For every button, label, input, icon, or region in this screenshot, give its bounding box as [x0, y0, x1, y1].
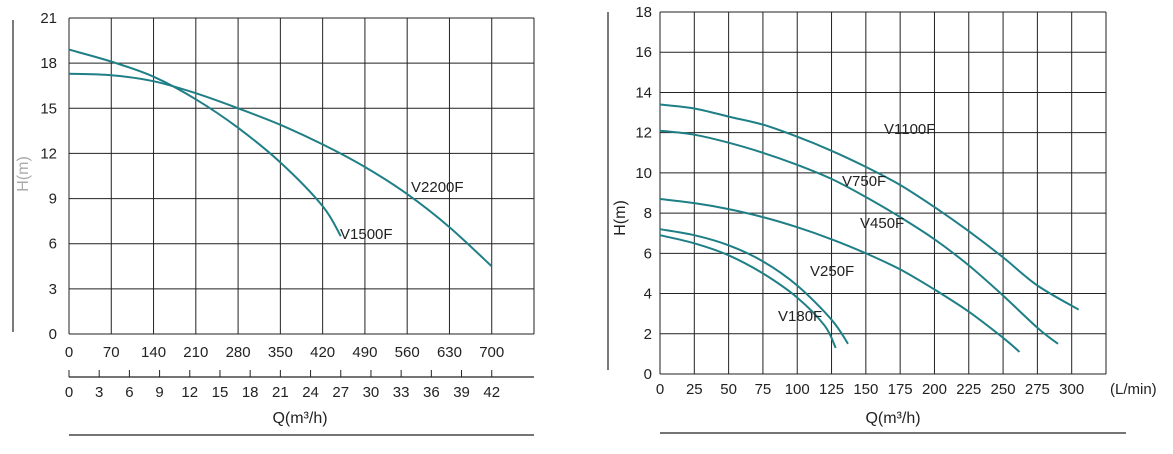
- right-y-tick-label: 2: [644, 326, 652, 343]
- curve-V250F: [659, 228, 849, 345]
- right-x-tick-label: 300: [1059, 381, 1084, 398]
- label-V450F: V450F: [860, 215, 904, 232]
- right-x-tick-label: 225: [956, 381, 981, 398]
- left-x-tick-label-m3h: 15: [212, 384, 229, 401]
- left-x-tick-labels-m3h: 0 3 6 9 12 15 18 21 24 27 30 33 36 39 42: [65, 370, 500, 401]
- label-V2200F: V2200F: [411, 179, 464, 196]
- right-x-unit: (L/min): [1110, 381, 1157, 398]
- left-x-tick-label-m3h: 9: [155, 384, 163, 401]
- right-x-tick-label: 150: [853, 381, 878, 398]
- label-V250F: V250F: [810, 263, 854, 280]
- right-y-tick-label: 18: [635, 4, 652, 21]
- left-x-tick-label-m3h: 21: [272, 384, 289, 401]
- left-y-axis-label: H(m): [15, 156, 32, 192]
- right-y-tick-label: 14: [635, 84, 652, 101]
- left-y-tick-labels: 0 3 6 9 12 15 18 21: [40, 10, 57, 343]
- left-x-tick-label-m3h: 39: [453, 384, 470, 401]
- curve-V1100F: [659, 103, 1080, 311]
- right-y-tick-label: 0: [644, 366, 652, 383]
- right-x-tick-labels: 0 25 50 75 100 125 150 175 200 225 250 275 300: [656, 381, 1084, 398]
- curve-V450F: [659, 198, 1021, 353]
- left-grid: [68, 17, 535, 335]
- left-x-tick-label-lmin: 140: [141, 344, 166, 361]
- left-y-tick-label: 12: [40, 145, 57, 162]
- left-y-tick-label: 9: [49, 191, 57, 208]
- right-series-curves: [659, 103, 1080, 353]
- left-x-tick-label-lmin: 420: [310, 344, 335, 361]
- right-x-tick-label: 25: [686, 381, 703, 398]
- left-x-tick-label-m3h: 3: [95, 384, 103, 401]
- left-x-tick-label-lmin: 700: [479, 344, 504, 361]
- left-x-tick-label-m3h: 24: [302, 384, 319, 401]
- right-x-tick-label: 200: [922, 381, 947, 398]
- left-series-curves: [68, 48, 493, 268]
- left-x-tick-labels-lmin: 0 70 140 210 280 350 420 490 560 630 700: [65, 344, 504, 361]
- curve-V2200F: [68, 72, 493, 268]
- left-x-tick-label-m3h: 30: [363, 384, 380, 401]
- left-x-tick-label-m3h: 33: [393, 384, 410, 401]
- left-x-tick-label-lmin: 210: [183, 344, 208, 361]
- right-x-tick-label: 75: [755, 381, 772, 398]
- right-x-axis-label: Q(m³/h): [865, 410, 920, 427]
- right-chart: H(m) 0 2 4 6 8 10 12 14 16 18 0 25 50 75 100 125 150 175…: [607, 4, 1157, 434]
- left-x-tick-label-lmin: 350: [268, 344, 293, 361]
- right-y-tick-label: 6: [644, 245, 652, 262]
- left-x-tick-label-m3h: 36: [423, 384, 440, 401]
- left-x-tick-label-m3h: 6: [125, 384, 133, 401]
- right-y-axis-label: H(m): [612, 200, 629, 236]
- left-x-tick-label-m3h: 18: [242, 384, 259, 401]
- left-y-tick-label: 21: [40, 10, 57, 27]
- right-y-tick-label: 4: [644, 286, 652, 303]
- right-x-tick-label: 250: [991, 381, 1016, 398]
- right-x-tick-label: 0: [656, 381, 664, 398]
- left-x-tick-label-lmin: 70: [103, 344, 120, 361]
- left-y-tick-label: 6: [49, 236, 57, 253]
- label-V1500F: V1500F: [340, 226, 393, 243]
- left-x-tick-label-lmin: 560: [395, 344, 420, 361]
- left-x-tick-label-lmin: 490: [352, 344, 377, 361]
- right-y-tick-label: 8: [644, 205, 652, 222]
- curve-V1500F: [68, 48, 342, 237]
- left-y-tick-label: 18: [40, 55, 57, 72]
- left-x-tick-label-m3h: 12: [181, 384, 198, 401]
- left-x-tick-label-lmin: 280: [226, 344, 251, 361]
- right-x-tick-label: 100: [785, 381, 810, 398]
- label-V1100F: V1100F: [884, 121, 935, 138]
- left-y-tick-label: 15: [40, 100, 57, 117]
- right-x-tick-label: 125: [819, 381, 844, 398]
- right-y-tick-labels: 0 2 4 6 8 10 12 14 16 18: [635, 4, 652, 383]
- left-x-tick-label-m3h: 42: [483, 384, 500, 401]
- label-V180F: V180F: [778, 308, 822, 325]
- curve-V180F: [659, 234, 837, 349]
- right-y-tick-label: 10: [635, 165, 652, 182]
- left-x-tick-label-lmin: 630: [437, 344, 462, 361]
- left-x-tick-label-m3h: 27: [332, 384, 349, 401]
- left-y-tick-label: 3: [49, 281, 57, 298]
- left-x-axis-label: Q(m³/h): [272, 410, 327, 427]
- right-y-tick-label: 12: [635, 125, 652, 142]
- right-x-tick-label: 50: [720, 381, 737, 398]
- right-grid: [659, 11, 1107, 375]
- left-y-tick-label: 0: [49, 326, 57, 343]
- left-x-tick-label-m3h: 0: [65, 384, 73, 401]
- left-x-tick-label-lmin: 0: [65, 344, 73, 361]
- label-V750F: V750F: [842, 173, 886, 190]
- right-x-tick-label: 275: [1025, 381, 1050, 398]
- curve-V750F: [659, 129, 1059, 345]
- right-y-tick-label: 16: [635, 44, 652, 61]
- right-x-tick-label: 175: [888, 381, 913, 398]
